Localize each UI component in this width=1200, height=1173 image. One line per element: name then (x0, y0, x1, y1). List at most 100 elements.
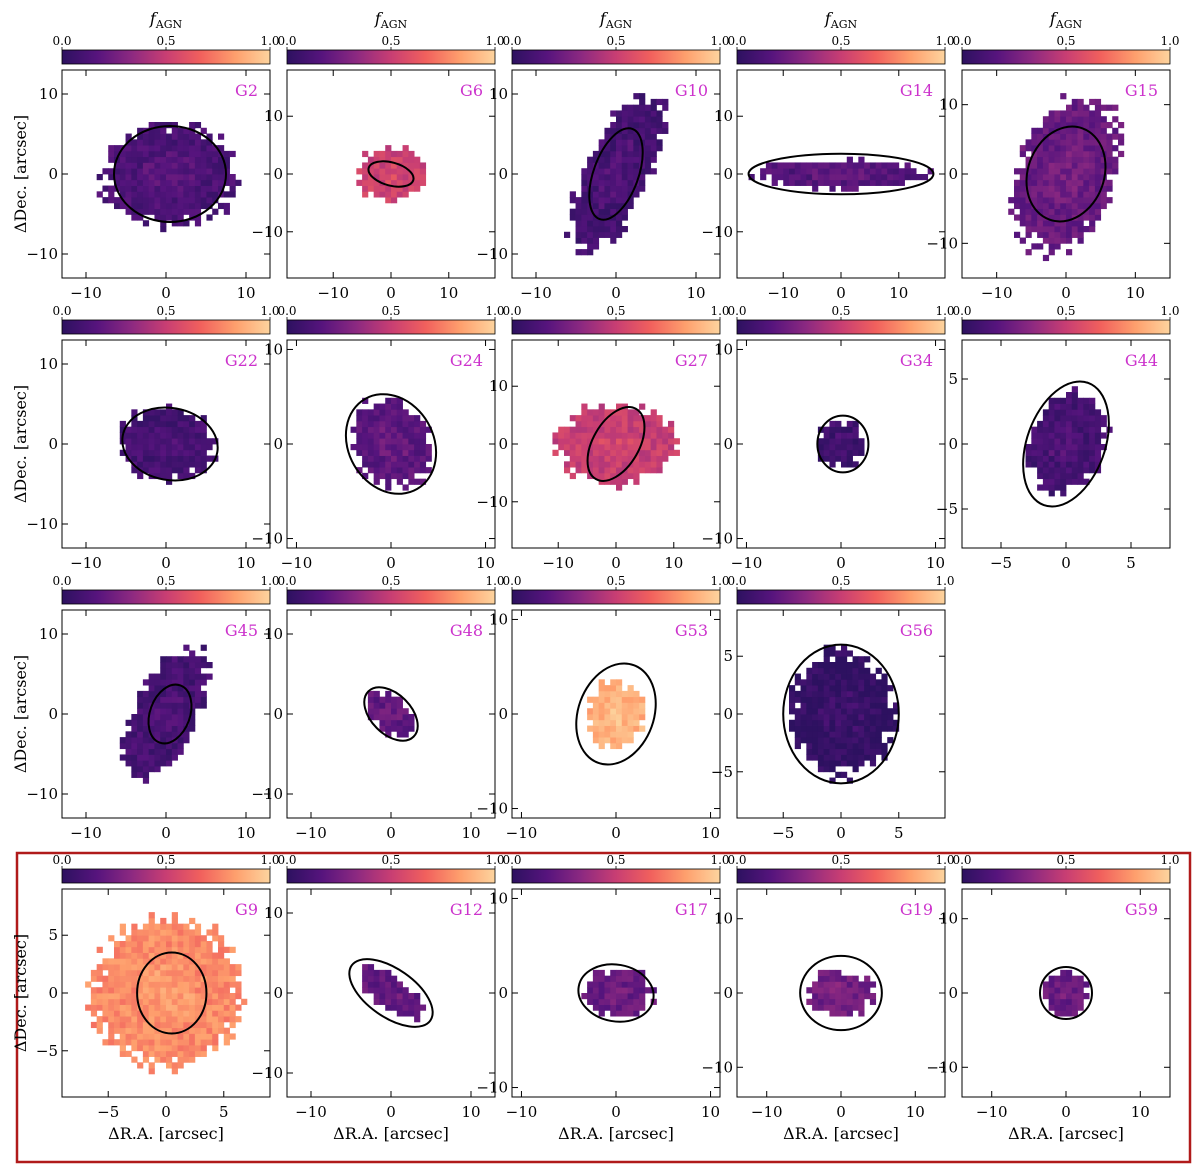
galaxy-label: G10 (675, 81, 708, 100)
panel-g10: 0.0 0.5 1.0 fAGN −10 0 10 −10 0 10 G10 (476, 9, 729, 302)
panel-g2: 0.0 0.5 1.0 fAGN −10 0 10 −10 0 10 G2 ΔDec. [arcsec… (11, 9, 280, 302)
galaxy-label: G2 (235, 81, 258, 100)
x-tick-label: −10 (506, 824, 538, 842)
colorbar (286, 868, 496, 884)
x-tick-label: −10 (767, 284, 799, 302)
emission-map (806, 969, 877, 1017)
colorbar-tick-label: 0.0 (727, 304, 746, 318)
aperture-ellipse (367, 160, 415, 188)
aperture-ellipse (588, 127, 644, 221)
colorbar-tick-label: 0.5 (1056, 34, 1075, 48)
x-tick-label: 0 (611, 554, 621, 572)
colorbar-tick-label: 1.0 (710, 304, 729, 318)
y-tick-label: −10 (476, 1079, 508, 1097)
colorbar (511, 868, 721, 884)
colorbar-tick-label: 0.0 (277, 34, 296, 48)
panel-g24: 0.0 0.5 1.0 −10 0 10 −10 0 10 G24 (251, 304, 504, 572)
y-tick-label: −10 (476, 800, 508, 818)
colorbar-tick-label: 0.5 (156, 853, 175, 867)
emission-map (748, 156, 934, 192)
colorbar-tick-label: 0.5 (1056, 853, 1075, 867)
panel-g6: 0.0 0.5 1.0 fAGN −10 0 10 −10 0 10 G6 (251, 9, 504, 302)
x-tick-label: 0 (1061, 284, 1071, 302)
colorbar-tick-label: 0.0 (52, 574, 71, 588)
colorbar-tick-label: 1.0 (935, 34, 954, 48)
x-tick-label: 10 (1131, 1103, 1150, 1121)
y-tick-label: 10 (714, 107, 733, 125)
x-tick-label: 10 (461, 824, 480, 842)
y-tick-label: 10 (939, 910, 958, 928)
x-tick-label: 0 (161, 1103, 171, 1121)
galaxy-label: G17 (675, 900, 708, 919)
y-tick-label: 10 (489, 85, 508, 103)
colorbar (61, 868, 271, 884)
x-tick-label: −10 (542, 554, 574, 572)
x-tick-label: 0 (836, 554, 846, 572)
y-axis-title: ΔDec. [arcsec] (11, 655, 30, 773)
x-axis-title: ΔR.A. [arcsec] (783, 1124, 899, 1143)
y-tick-label: 10 (264, 107, 283, 125)
x-tick-label: −10 (70, 284, 102, 302)
colorbar-tick-label: 0.5 (831, 304, 850, 318)
x-tick-label: −10 (281, 554, 313, 572)
y-tick-label: −10 (701, 1058, 733, 1076)
galaxy-label: G14 (900, 81, 933, 100)
colorbar (286, 589, 496, 605)
x-tick-label: −10 (731, 554, 763, 572)
colorbar-tick-label: 1.0 (485, 853, 504, 867)
y-tick-label: 5 (948, 370, 958, 388)
panel-g56: 0.0 0.5 1.0 −5 0 5 −5 0 5 G56 (711, 574, 955, 842)
x-tick-label: 10 (461, 1103, 480, 1121)
y-axis-title: ΔDec. [arcsec] (11, 934, 30, 1052)
x-tick-label: −10 (981, 284, 1013, 302)
colorbar-tick-label: 1.0 (1160, 853, 1179, 867)
y-tick-label: −5 (711, 763, 733, 781)
x-tick-label: 0 (161, 284, 171, 302)
x-tick-label: 0 (611, 1103, 621, 1121)
colorbar-tick-label: 0.5 (606, 304, 625, 318)
colorbar (736, 589, 946, 605)
emission-map (564, 93, 669, 256)
x-tick-label: 5 (894, 824, 904, 842)
colorbar-tick-label: 0.5 (606, 574, 625, 588)
y-tick-label: 5 (48, 926, 58, 944)
colorbar (736, 868, 946, 884)
colorbar-tick-label: 1.0 (935, 853, 954, 867)
colorbar-tick-label: 0.0 (277, 304, 296, 318)
colorbar-tick-label: 0.5 (381, 34, 400, 48)
x-tick-label: −5 (97, 1103, 119, 1121)
colorbar-title: fAGN (374, 9, 408, 31)
aperture-ellipse (363, 686, 419, 742)
x-tick-label: 10 (701, 824, 720, 842)
y-tick-label: 10 (939, 96, 958, 114)
galaxy-label: G59 (1125, 900, 1158, 919)
galaxy-label: G9 (235, 900, 258, 919)
x-tick-label: 0 (386, 1103, 396, 1121)
colorbar (961, 319, 1171, 335)
aperture-ellipse (113, 125, 227, 223)
colorbar-tick-label: 1.0 (260, 304, 279, 318)
colorbar-title: fAGN (824, 9, 858, 31)
colorbar (736, 319, 946, 335)
galaxy-label: G22 (225, 351, 258, 370)
colorbar-tick-label: 1.0 (935, 574, 954, 588)
x-tick-label: 5 (219, 1103, 229, 1121)
galaxy-label: G12 (450, 900, 483, 919)
y-axis-title: ΔDec. [arcsec] (11, 115, 30, 233)
x-axis-title: ΔR.A. [arcsec] (333, 1124, 449, 1143)
y-tick-label: 0 (48, 435, 58, 453)
y-tick-label: −10 (26, 515, 58, 533)
y-tick-label: 10 (714, 910, 733, 928)
x-tick-label: 10 (906, 1103, 925, 1121)
y-tick-label: 0 (48, 165, 58, 183)
y-tick-label: 10 (39, 85, 58, 103)
y-tick-label: −10 (476, 493, 508, 511)
y-tick-label: −10 (251, 785, 283, 803)
panel-g19: 0.0 0.5 1.0 −10 0 10 −10 0 10 G19 ΔR.A. [arcsec] (701, 853, 954, 1143)
colorbar-tick-label: 0.0 (52, 304, 71, 318)
colorbar-tick-label: 1.0 (710, 853, 729, 867)
emission-map (1008, 93, 1125, 262)
y-tick-label: 10 (39, 355, 58, 373)
x-tick-label: 0 (386, 554, 396, 572)
